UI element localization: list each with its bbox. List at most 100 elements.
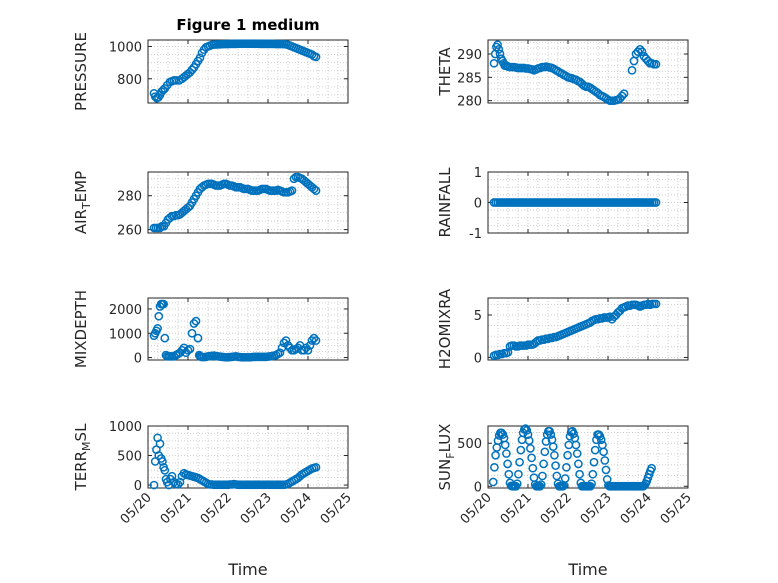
- data-point: [153, 324, 162, 333]
- data-point: [527, 453, 536, 463]
- axes-frame: [487, 297, 689, 361]
- x-tick-label: 05/23: [238, 490, 275, 527]
- axes-panel-8: 0 500 05/20 05/21 05/22 05/23 05/24 05/25 Time SU…: [436, 424, 695, 579]
- y-tick-label: 800: [117, 73, 142, 88]
- data-point: [275, 348, 285, 358]
- data-point: [307, 336, 317, 345]
- y-tick-label: 1: [474, 166, 482, 181]
- data-point: [535, 481, 545, 491]
- data-point: [594, 430, 604, 439]
- data-point: [154, 311, 164, 321]
- data-point: [311, 336, 321, 345]
- data-point: [651, 198, 661, 207]
- y-axis-label: RAINFALL: [436, 167, 454, 238]
- data-point: [575, 469, 584, 479]
- data-point: [281, 336, 291, 345]
- data-point: [149, 480, 159, 490]
- plot-area: [148, 40, 348, 103]
- data-point: [309, 184, 319, 194]
- x-tick-label: 05/24: [618, 490, 655, 527]
- chart-title: Figure 1 medium: [176, 16, 319, 34]
- data-point: [647, 463, 656, 473]
- x-tick-label: 05/20: [458, 490, 495, 527]
- y-tick-label: 280: [117, 190, 142, 205]
- data-point: [193, 333, 203, 343]
- data-point: [171, 76, 181, 85]
- data-point: [627, 65, 637, 75]
- data-point: [640, 481, 649, 490]
- axes-panel-7: 0 500 1000 05/20 05/21 05/22 05/23 05/24 05/25 Ti…: [72, 420, 355, 579]
- x-tick-label: 05/23: [578, 490, 615, 527]
- data-point: [311, 186, 321, 195]
- data-point: [155, 439, 165, 449]
- data-point: [311, 462, 321, 472]
- y-axis-label: TERRMSL: [72, 423, 93, 492]
- data-point: [526, 444, 535, 453]
- data-point: [522, 425, 532, 435]
- data-point: [569, 429, 578, 439]
- x-tick-label: 05/21: [498, 490, 535, 527]
- data-point: [191, 316, 201, 326]
- data-point: [619, 89, 629, 99]
- data-point: [309, 333, 319, 343]
- data-point: [635, 44, 645, 54]
- data-point: [490, 462, 499, 472]
- data-point: [599, 447, 608, 457]
- y-tick-label: -1: [469, 227, 482, 242]
- x-tick-label: 05/25: [318, 490, 355, 527]
- y-tick-label: 0: [134, 352, 142, 367]
- data-point: [488, 477, 498, 487]
- data-point: [587, 479, 596, 489]
- data-point: [550, 450, 559, 460]
- data-point: [514, 469, 523, 479]
- data-point: [187, 65, 197, 75]
- data-point: [158, 457, 167, 466]
- axes-frame: [147, 171, 349, 234]
- data-point: [528, 463, 538, 473]
- data-point: [159, 299, 168, 309]
- data-point: [539, 459, 548, 469]
- x-tick-label: 05/22: [538, 490, 575, 527]
- data-point: [305, 341, 315, 350]
- data-point: [596, 435, 606, 445]
- y-tick-label: 0: [134, 479, 142, 494]
- data-point: [637, 47, 647, 57]
- data-point: [551, 461, 560, 470]
- data-point: [502, 449, 511, 458]
- axes-panel-3: 260 280 AIRTEMP: [72, 171, 349, 239]
- data-point: [590, 445, 600, 455]
- x-tick-label: 05/22: [198, 490, 235, 527]
- data-point: [562, 462, 571, 472]
- data-point: [572, 449, 582, 458]
- data-point: [187, 328, 197, 338]
- x-axis-label: Time: [227, 560, 267, 579]
- data-point: [185, 344, 195, 354]
- data-point: [536, 480, 546, 489]
- y-tick-label: 0: [474, 351, 482, 366]
- y-tick-label: 5: [474, 309, 482, 324]
- data-point: [155, 223, 165, 233]
- data-point: [600, 456, 610, 465]
- data-point: [651, 59, 661, 69]
- data-point: [503, 459, 512, 469]
- y-tick-label: 0: [474, 480, 482, 495]
- data-point: [563, 450, 572, 460]
- data-point: [497, 428, 506, 438]
- x-tick-label: 05/25: [658, 490, 695, 527]
- data-point: [311, 52, 321, 62]
- y-tick-label: 290: [457, 48, 482, 63]
- x-tick-label: 05/20: [118, 490, 155, 527]
- data-point: [589, 457, 599, 467]
- y-tick-label: 285: [457, 71, 482, 86]
- data-point: [601, 465, 611, 475]
- y-tick-label: 2000: [109, 303, 142, 318]
- y-axis-label: SUNFLUX: [436, 424, 457, 491]
- data-point: [571, 440, 581, 450]
- data-point: [173, 480, 183, 489]
- y-axis-label: PRESSURE: [72, 32, 90, 111]
- data-point: [546, 430, 556, 439]
- data-point: [538, 471, 547, 481]
- axes-panel-1: 800 1000 PRESSURE Figure 1 medium: [72, 16, 349, 111]
